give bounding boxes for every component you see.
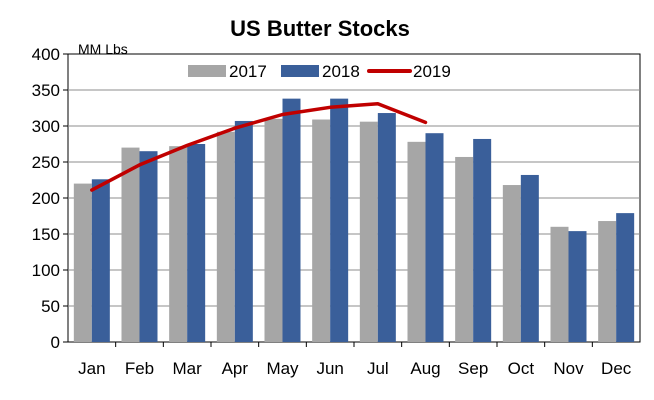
line-2019 bbox=[90, 101, 428, 192]
bar-2018-jan bbox=[91, 179, 110, 342]
bar-2017-nov bbox=[550, 226, 569, 342]
bar-2018-nov bbox=[568, 231, 587, 342]
bar-2018-sep bbox=[473, 138, 492, 342]
bar-2018-mar bbox=[187, 144, 206, 342]
legend-label-2019: 2019 bbox=[413, 62, 451, 81]
x-tick-label: Jun bbox=[316, 359, 343, 378]
bar-2018-dec bbox=[616, 213, 635, 342]
bar-2017-dec bbox=[598, 221, 617, 342]
bar-2017-feb bbox=[121, 147, 140, 342]
bars bbox=[73, 98, 635, 343]
x-tick-label: Feb bbox=[125, 359, 154, 378]
bar-2017-jan bbox=[73, 183, 92, 342]
x-axis-ticks: Jan Feb Mar Apr May Jun Jul Aug Sep Oct Nov Dec bbox=[78, 342, 632, 378]
x-tick-label: Dec bbox=[601, 359, 632, 378]
y-tick-label: 350 bbox=[32, 81, 60, 100]
bar-2018-apr bbox=[234, 120, 253, 343]
x-tick-label: Mar bbox=[173, 359, 203, 378]
y-tick-label: 250 bbox=[32, 153, 60, 172]
bar-2017-aug bbox=[407, 141, 426, 342]
legend-swatch-2018 bbox=[281, 65, 319, 77]
x-tick-label: Jan bbox=[78, 359, 105, 378]
bar-2017-jul bbox=[359, 121, 378, 343]
bar-2017-jun bbox=[312, 119, 331, 343]
y-tick-label: 100 bbox=[32, 261, 60, 280]
y-tick-label: 200 bbox=[32, 189, 60, 208]
y-tick-label: 150 bbox=[32, 225, 60, 244]
y-tick-label: 300 bbox=[32, 117, 60, 136]
x-tick-label: Oct bbox=[508, 359, 535, 378]
bar-2017-mar bbox=[169, 146, 188, 342]
bar-2017-may bbox=[264, 118, 283, 342]
legend-label-2018: 2018 bbox=[322, 62, 360, 81]
legend-label-2017: 2017 bbox=[229, 62, 267, 81]
y-tick-label: 50 bbox=[41, 297, 60, 316]
legend: 2017 2018 2019 bbox=[188, 62, 451, 81]
y-axis-ticks: 0 50 100 150 200 250 300 350 400 bbox=[32, 45, 68, 352]
bar-2018-jul bbox=[377, 113, 396, 342]
x-tick-label: Aug bbox=[410, 359, 440, 378]
x-tick-label: Nov bbox=[553, 359, 584, 378]
x-tick-label: Sep bbox=[458, 359, 488, 378]
y-tick-label: 400 bbox=[32, 45, 60, 64]
gridlines bbox=[68, 89, 640, 307]
bar-2018-oct bbox=[520, 174, 539, 342]
x-tick-label: Apr bbox=[222, 359, 249, 378]
bar-2017-oct bbox=[502, 185, 521, 342]
y-tick-label: 0 bbox=[51, 333, 60, 352]
x-tick-label: Jul bbox=[367, 359, 389, 378]
bar-2018-aug bbox=[425, 133, 444, 342]
bar-2018-feb bbox=[139, 151, 158, 342]
x-tick-label: May bbox=[266, 359, 299, 378]
legend-swatch-2017 bbox=[188, 65, 226, 77]
chart-title: US Butter Stocks bbox=[230, 16, 410, 41]
line-series bbox=[90, 101, 428, 192]
bar-2018-jun bbox=[330, 98, 349, 342]
bar-2017-apr bbox=[216, 131, 235, 342]
bar-2017-sep bbox=[455, 156, 474, 342]
bar-2018-may bbox=[282, 98, 301, 342]
y-axis-unit-label: MM Lbs bbox=[78, 41, 128, 57]
